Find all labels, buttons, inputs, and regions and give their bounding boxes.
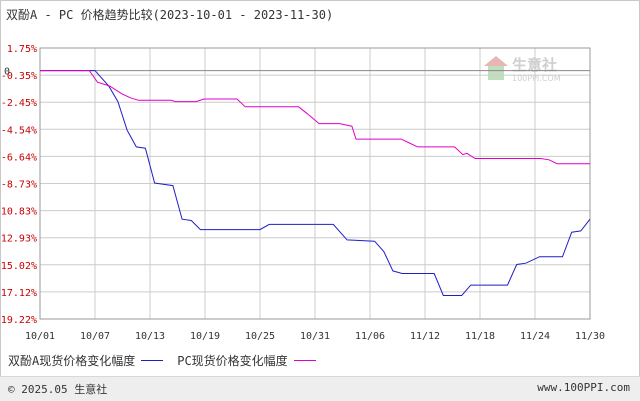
y-tick-label: -0.35% bbox=[1, 71, 37, 82]
legend-label-bpa: 双酚A现货价格变化幅度 bbox=[8, 354, 136, 368]
legend-label-pc: PC现货价格变化幅度 bbox=[177, 354, 288, 368]
y-tick-label: -2.45% bbox=[1, 98, 37, 109]
logo-url: 100PPI.COM bbox=[512, 74, 561, 83]
footer-copyright: © 2025.05 生意社 bbox=[8, 383, 108, 396]
x-tick-label: 11/18 bbox=[465, 331, 495, 342]
y-tick-label: -10.83% bbox=[0, 207, 37, 218]
series-line-bpa bbox=[40, 70, 591, 296]
x-tick-label: 11/06 bbox=[355, 331, 385, 342]
y-tick-label: -19.22% bbox=[0, 315, 37, 326]
x-tick-label: 11/12 bbox=[410, 331, 440, 342]
plot-area-border bbox=[39, 47, 591, 320]
y-tick-label: 1.75% bbox=[7, 44, 37, 55]
chart-legend: 双酚A现货价格变化幅度 PC现货价格变化幅度 bbox=[8, 352, 330, 369]
x-tick-label: 11/24 bbox=[520, 331, 550, 342]
series-line-pc bbox=[40, 70, 590, 165]
x-tick-label: 10/19 bbox=[190, 331, 220, 342]
x-tick-label: 10/31 bbox=[300, 331, 330, 342]
y-tick-label: -6.64% bbox=[1, 152, 37, 163]
x-tick-label: 10/01 bbox=[25, 331, 55, 342]
logo-house-body bbox=[488, 66, 504, 80]
x-tick-label: 11/30 bbox=[575, 331, 605, 342]
y-tick-label: -8.73% bbox=[1, 180, 37, 191]
legend-swatch-pc bbox=[293, 360, 316, 361]
x-tick-label: 10/25 bbox=[245, 331, 275, 342]
x-tick-label: 10/07 bbox=[80, 331, 110, 342]
zero-label: 0 bbox=[4, 67, 10, 78]
y-tick-label: -15.02% bbox=[0, 261, 37, 272]
chart-title: 双酚A - PC 价格趋势比较(2023-10-01 - 2023-11-30) bbox=[6, 8, 334, 22]
legend-swatch-bpa bbox=[141, 360, 164, 361]
footer-bar: © 2025.05 生意社 www.100PPI.com bbox=[0, 376, 640, 401]
y-tick-label: -17.12% bbox=[0, 288, 37, 299]
footer-website-link[interactable]: www.100PPI.com bbox=[537, 381, 630, 394]
x-tick-label: 10/13 bbox=[135, 331, 165, 342]
y-tick-label: -4.54% bbox=[1, 125, 37, 136]
y-tick-label: -12.93% bbox=[0, 234, 37, 245]
logo-house-icon bbox=[484, 56, 508, 66]
